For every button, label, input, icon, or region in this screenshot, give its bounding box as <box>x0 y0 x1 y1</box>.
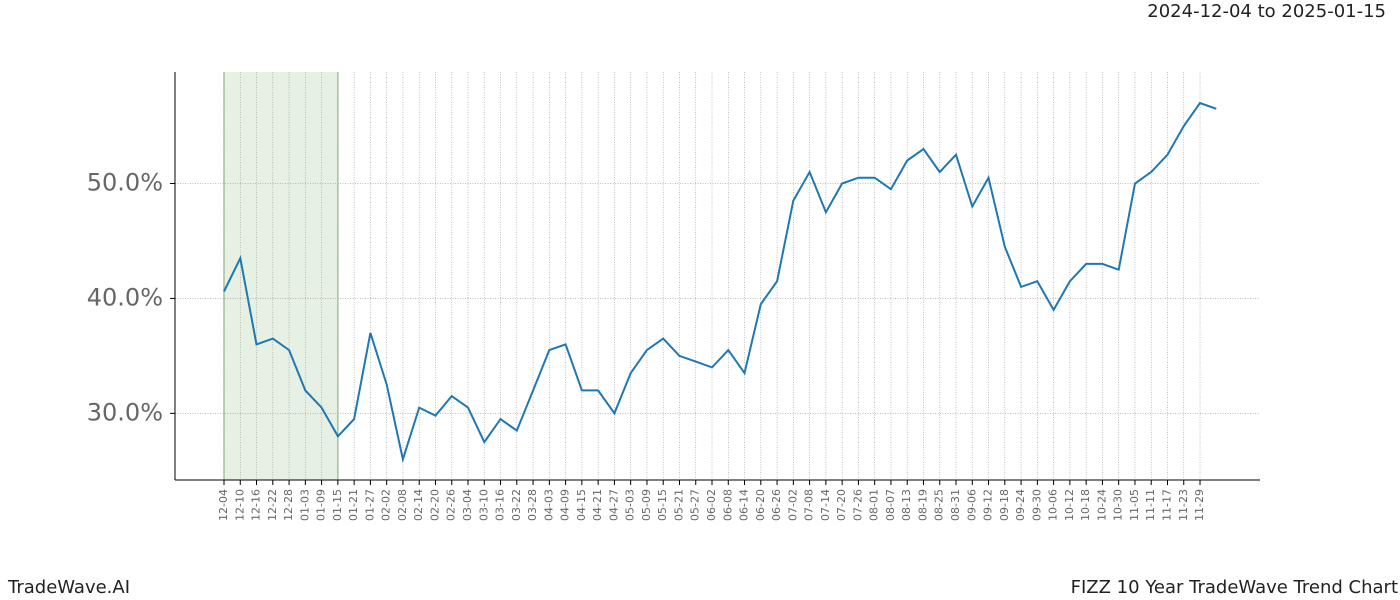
x-tick-label: 04-27 <box>607 489 620 521</box>
x-tick-label: 01-03 <box>298 489 311 521</box>
x-tick-label: 06-14 <box>738 489 751 521</box>
x-tick-label: 02-26 <box>445 489 458 521</box>
x-tick-label: 11-05 <box>1128 489 1141 521</box>
y-tick-label: 30.0% <box>87 398 163 426</box>
x-tick-label: 01-09 <box>315 489 328 521</box>
x-tick-label: 07-20 <box>835 489 848 521</box>
x-tick-label: 08-01 <box>868 489 881 521</box>
x-tick-label: 08-07 <box>884 489 897 521</box>
x-tick-label: 05-15 <box>656 489 669 521</box>
y-tick-label: 40.0% <box>87 283 163 311</box>
x-tick-label: 10-12 <box>1063 489 1076 521</box>
x-tick-label: 10-18 <box>1079 489 1092 521</box>
x-tick-label: 02-02 <box>380 489 393 521</box>
x-tick-label: 12-28 <box>282 489 295 521</box>
x-tick-label: 06-20 <box>754 489 767 521</box>
x-tick-label: 04-21 <box>591 489 604 521</box>
x-tick-label: 05-21 <box>672 489 685 521</box>
x-tick-label: 10-06 <box>1047 489 1060 521</box>
x-tick-label: 05-27 <box>689 489 702 521</box>
chart-title: 2024-12-04 to 2025-01-15 <box>1147 1 1386 22</box>
x-tick-label: 10-24 <box>1095 489 1108 521</box>
line-series <box>223 101 1217 464</box>
x-tick-label: 06-02 <box>705 489 718 521</box>
x-tick-label: 10-30 <box>1112 489 1125 521</box>
x-tick-label: 02-20 <box>428 489 441 521</box>
x-tick-label: 09-24 <box>1014 489 1027 521</box>
x-tick-label: 05-03 <box>624 489 637 521</box>
x-tick-label: 11-29 <box>1193 489 1206 521</box>
x-tick-label: 07-08 <box>803 489 816 521</box>
x-tick-label: 04-15 <box>575 489 588 521</box>
y-tick-label: 50.0% <box>87 168 163 196</box>
x-tick-label: 11-11 <box>1144 489 1157 521</box>
x-tick-label: 09-18 <box>998 489 1011 521</box>
x-tick-label: 02-14 <box>412 489 425 521</box>
x-tick-label: 04-09 <box>559 489 572 521</box>
x-tick-label: 04-03 <box>542 489 555 521</box>
x-tick-label: 07-26 <box>851 489 864 521</box>
x-tick-label: 08-31 <box>949 489 962 521</box>
x-tick-label: 08-19 <box>916 489 929 521</box>
x-tick-label: 09-06 <box>965 489 978 521</box>
x-tick-label: 02-08 <box>396 489 409 521</box>
brand: TradeWave.AI <box>7 577 130 598</box>
x-tick-label: 11-23 <box>1177 489 1190 521</box>
x-tick-label: 09-12 <box>982 489 995 521</box>
x-tick-label: 12-10 <box>233 489 246 521</box>
x-tick-label: 03-04 <box>461 489 474 521</box>
x-tick-label: 03-10 <box>477 489 490 521</box>
x-tick-label: 12-04 <box>217 489 230 521</box>
x-tick-label: 03-16 <box>494 489 507 521</box>
x-tick-label: 03-28 <box>526 489 539 521</box>
x-tick-label: 09-30 <box>1030 489 1043 521</box>
x-tick-label: 12-22 <box>266 489 279 521</box>
x-tick-label: 03-22 <box>510 489 523 521</box>
x-tick-label: 08-13 <box>900 489 913 521</box>
x-tick-label: 11-17 <box>1160 489 1173 521</box>
x-tick-label: 06-26 <box>770 489 783 521</box>
x-tick-label: 07-14 <box>819 489 832 521</box>
highlight-band <box>224 72 338 480</box>
x-tick-label: 01-21 <box>347 489 360 521</box>
x-tick-label: 06-08 <box>721 489 734 521</box>
x-tick-label: 01-15 <box>331 489 344 521</box>
x-tick-label: 12-16 <box>250 489 263 521</box>
x-tick-label: 01-27 <box>363 489 376 521</box>
chart-subtitle: FIZZ 10 Year TradeWave Trend Chart <box>1071 577 1398 598</box>
x-tick-label: 08-25 <box>933 489 946 521</box>
x-tick-label: 07-02 <box>786 489 799 521</box>
x-tick-label: 05-09 <box>640 489 653 521</box>
